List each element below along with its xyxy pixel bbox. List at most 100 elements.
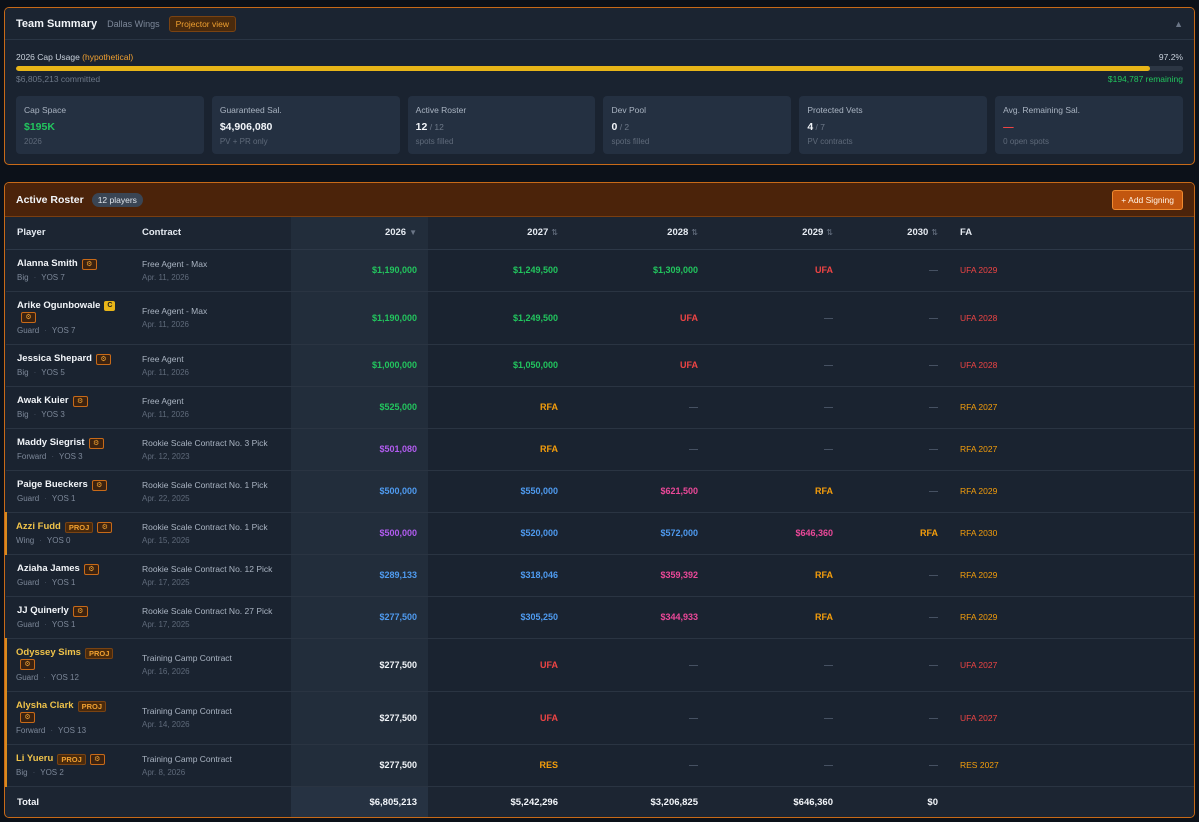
- player-name[interactable]: Arike Ogunbowale: [17, 300, 101, 312]
- contract-date: Apr. 11, 2026: [142, 272, 189, 282]
- sort-icon[interactable]: ⇅: [551, 228, 558, 238]
- player-position: Guard: [17, 577, 40, 587]
- player-name[interactable]: Alysha Clark: [16, 700, 74, 712]
- player-position: Big: [17, 409, 29, 419]
- player-name[interactable]: Li Yueru: [16, 753, 54, 765]
- player-name[interactable]: Azzi Fudd: [16, 521, 61, 533]
- player-cell[interactable]: Maddy Siegrist ⚙ Forward · YOS 3: [6, 428, 131, 471]
- player-settings-icon[interactable]: ⚙: [97, 521, 113, 533]
- roster-row[interactable]: Alanna Smith ⚙ Big · YOS 7 Free Agent - Max Ap…: [6, 249, 1194, 292]
- fa-status-cell: RFA 2029: [949, 554, 1194, 597]
- sort-icon[interactable]: ⇅: [691, 228, 698, 238]
- player-cell[interactable]: JJ Quinerly ⚙ Guard · YOS 1: [6, 596, 131, 639]
- player-name[interactable]: Alanna Smith: [17, 258, 78, 270]
- player-settings-icon[interactable]: ⚙: [20, 711, 35, 723]
- salary-cell-2026: $277,500: [291, 691, 428, 745]
- summary-card: Avg. Remaining Sal. — 0 open spots: [995, 96, 1183, 154]
- salary-cell-2029: —: [709, 291, 844, 345]
- total-2030: $0: [844, 786, 949, 817]
- player-name[interactable]: Awak Kuier: [17, 395, 69, 407]
- player-name[interactable]: JJ Quinerly: [17, 605, 69, 617]
- sort-icon[interactable]: ⇅: [931, 228, 938, 238]
- roster-row[interactable]: Azzi Fudd PROJ ⚙ Wing · YOS 0 Rookie Scale Con…: [5, 512, 1194, 555]
- player-settings-icon[interactable]: ⚙: [89, 753, 105, 765]
- contract-type: Rookie Scale Contract No. 12 Pick: [142, 563, 273, 574]
- player-name[interactable]: Odyssey Sims: [16, 647, 81, 659]
- player-settings-icon[interactable]: ⚙: [96, 353, 111, 365]
- roster-row[interactable]: Li Yueru PROJ ⚙ Big · YOS 2 Training Camp Cont…: [5, 744, 1194, 787]
- collapse-chevron-icon[interactable]: ▲: [1174, 18, 1183, 29]
- team-name: Dallas Wings: [107, 18, 160, 29]
- col-header-contract[interactable]: Contract: [131, 217, 291, 250]
- player-cell[interactable]: Awak Kuier ⚙ Big · YOS 3: [6, 386, 131, 429]
- col-header-2029[interactable]: 2029 ⇅: [709, 217, 844, 250]
- card-value: 0 / 2: [611, 121, 630, 133]
- roster-row[interactable]: Odyssey Sims PROJ⚙ Guard · YOS 12 Training Ca…: [5, 638, 1194, 692]
- sort-desc-icon[interactable]: ▼: [409, 228, 417, 238]
- player-name[interactable]: Jessica Shepard: [17, 353, 92, 365]
- salary-cell-2026: $500,000: [291, 512, 428, 555]
- team-summary-header[interactable]: Team Summary Dallas Wings Projector view…: [5, 8, 1194, 40]
- player-settings-icon[interactable]: ⚙: [72, 605, 88, 617]
- roster-row[interactable]: Paige Bueckers ⚙ Guard · YOS 1 Rookie Scale C…: [6, 470, 1194, 513]
- col-header-2028[interactable]: 2028 ⇅: [569, 217, 709, 250]
- fa-status-cell: UFA 2029: [949, 249, 1194, 292]
- player-cell[interactable]: Jessica Shepard ⚙ Big · YOS 5: [6, 344, 131, 387]
- salary-cell-2028: $1,309,000: [569, 249, 709, 292]
- col-header-2030[interactable]: 2030 ⇅: [844, 217, 949, 250]
- salary-cell-2026: $1,190,000: [291, 291, 428, 345]
- player-settings-icon[interactable]: ⚙: [83, 563, 99, 575]
- salary-cell-2029: UFA: [709, 249, 844, 292]
- contract-date: Apr. 22, 2025: [142, 493, 190, 503]
- card-value: $195K: [24, 121, 55, 133]
- col-header-2026[interactable]: 2026 ▼: [291, 217, 428, 250]
- roster-row[interactable]: Maddy Siegrist ⚙ Forward · YOS 3 Rookie Scale…: [6, 428, 1194, 471]
- roster-row[interactable]: Jessica Shepard ⚙ Big · YOS 5 Free Agent Apr. …: [6, 344, 1194, 387]
- player-cell[interactable]: Aziaha James ⚙ Guard · YOS 1: [6, 554, 131, 597]
- col-header-2027[interactable]: 2027 ⇅: [428, 217, 569, 250]
- player-settings-icon[interactable]: ⚙: [91, 479, 107, 491]
- player-settings-icon[interactable]: ⚙: [72, 395, 88, 407]
- roster-row[interactable]: Aziaha James ⚙ Guard · YOS 1 Rookie Scale Con…: [6, 554, 1194, 597]
- salary-cell-2030: RFA: [844, 512, 949, 555]
- player-cell[interactable]: Azzi Fudd PROJ ⚙ Wing · YOS 0: [5, 512, 131, 555]
- player-position: Forward: [16, 725, 46, 735]
- salary-cell-2027: $550,000: [428, 470, 569, 513]
- player-cell[interactable]: Odyssey Sims PROJ⚙ Guard · YOS 12: [5, 638, 131, 692]
- player-name[interactable]: Aziaha James: [17, 563, 80, 575]
- roster-row[interactable]: Awak Kuier ⚙ Big · YOS 3 Free Agent Apr. 11, 2…: [6, 386, 1194, 429]
- player-settings-icon[interactable]: ⚙: [81, 258, 97, 270]
- player-cell[interactable]: Alanna Smith ⚙ Big · YOS 7: [6, 249, 131, 292]
- player-cell[interactable]: Li Yueru PROJ ⚙ Big · YOS 2: [5, 744, 131, 787]
- player-position: Guard: [16, 672, 39, 682]
- player-cell[interactable]: Arike Ogunbowale C⚙ Guard · YOS 7: [6, 291, 131, 345]
- player-name[interactable]: Maddy Siegrist: [17, 437, 85, 449]
- salary-cell-2029: —: [709, 638, 844, 692]
- player-cell[interactable]: Paige Bueckers ⚙ Guard · YOS 1: [6, 470, 131, 513]
- captain-badge: C: [104, 301, 116, 312]
- salary-cell-2027: $520,000: [428, 512, 569, 555]
- salary-cell-2026: $525,000: [291, 386, 428, 429]
- roster-row[interactable]: JJ Quinerly ⚙ Guard · YOS 1 Rookie Scale Cont…: [6, 596, 1194, 639]
- contract-date: Apr. 14, 2026: [142, 720, 190, 729]
- projector-view-chip[interactable]: Projector view: [168, 15, 237, 32]
- salary-cell-2026: $1,190,000: [291, 249, 428, 292]
- col-header-player[interactable]: Player: [6, 217, 131, 250]
- contract-type: Rookie Scale Contract No. 3 Pick: [142, 437, 268, 448]
- card-value: 12 / 12: [415, 121, 444, 133]
- col-header-fa[interactable]: FA: [949, 217, 1194, 250]
- fa-status-cell: RFA 2027: [949, 386, 1194, 429]
- total-row: Total $6,805,213 $5,242,296 $3,206,825 $646,…: [6, 786, 1194, 817]
- player-name[interactable]: Paige Bueckers: [17, 479, 88, 491]
- player-yos: YOS 1: [51, 493, 76, 503]
- player-settings-icon[interactable]: ⚙: [20, 658, 35, 670]
- add-signing-button[interactable]: + Add Signing: [1112, 189, 1183, 210]
- fa-status-cell: UFA 2028: [949, 291, 1194, 345]
- player-settings-icon[interactable]: ⚙: [88, 437, 104, 449]
- player-cell[interactable]: Alysha Clark PROJ⚙ Forward · YOS 13: [5, 691, 131, 745]
- salary-cell-2029: RFA: [709, 596, 844, 639]
- sort-icon[interactable]: ⇅: [826, 228, 833, 238]
- roster-row[interactable]: Alysha Clark PROJ⚙ Forward · YOS 13 Training …: [5, 691, 1194, 745]
- player-settings-icon[interactable]: ⚙: [21, 311, 36, 323]
- roster-row[interactable]: Arike Ogunbowale C⚙ Guard · YOS 7 Free Agent …: [6, 291, 1194, 345]
